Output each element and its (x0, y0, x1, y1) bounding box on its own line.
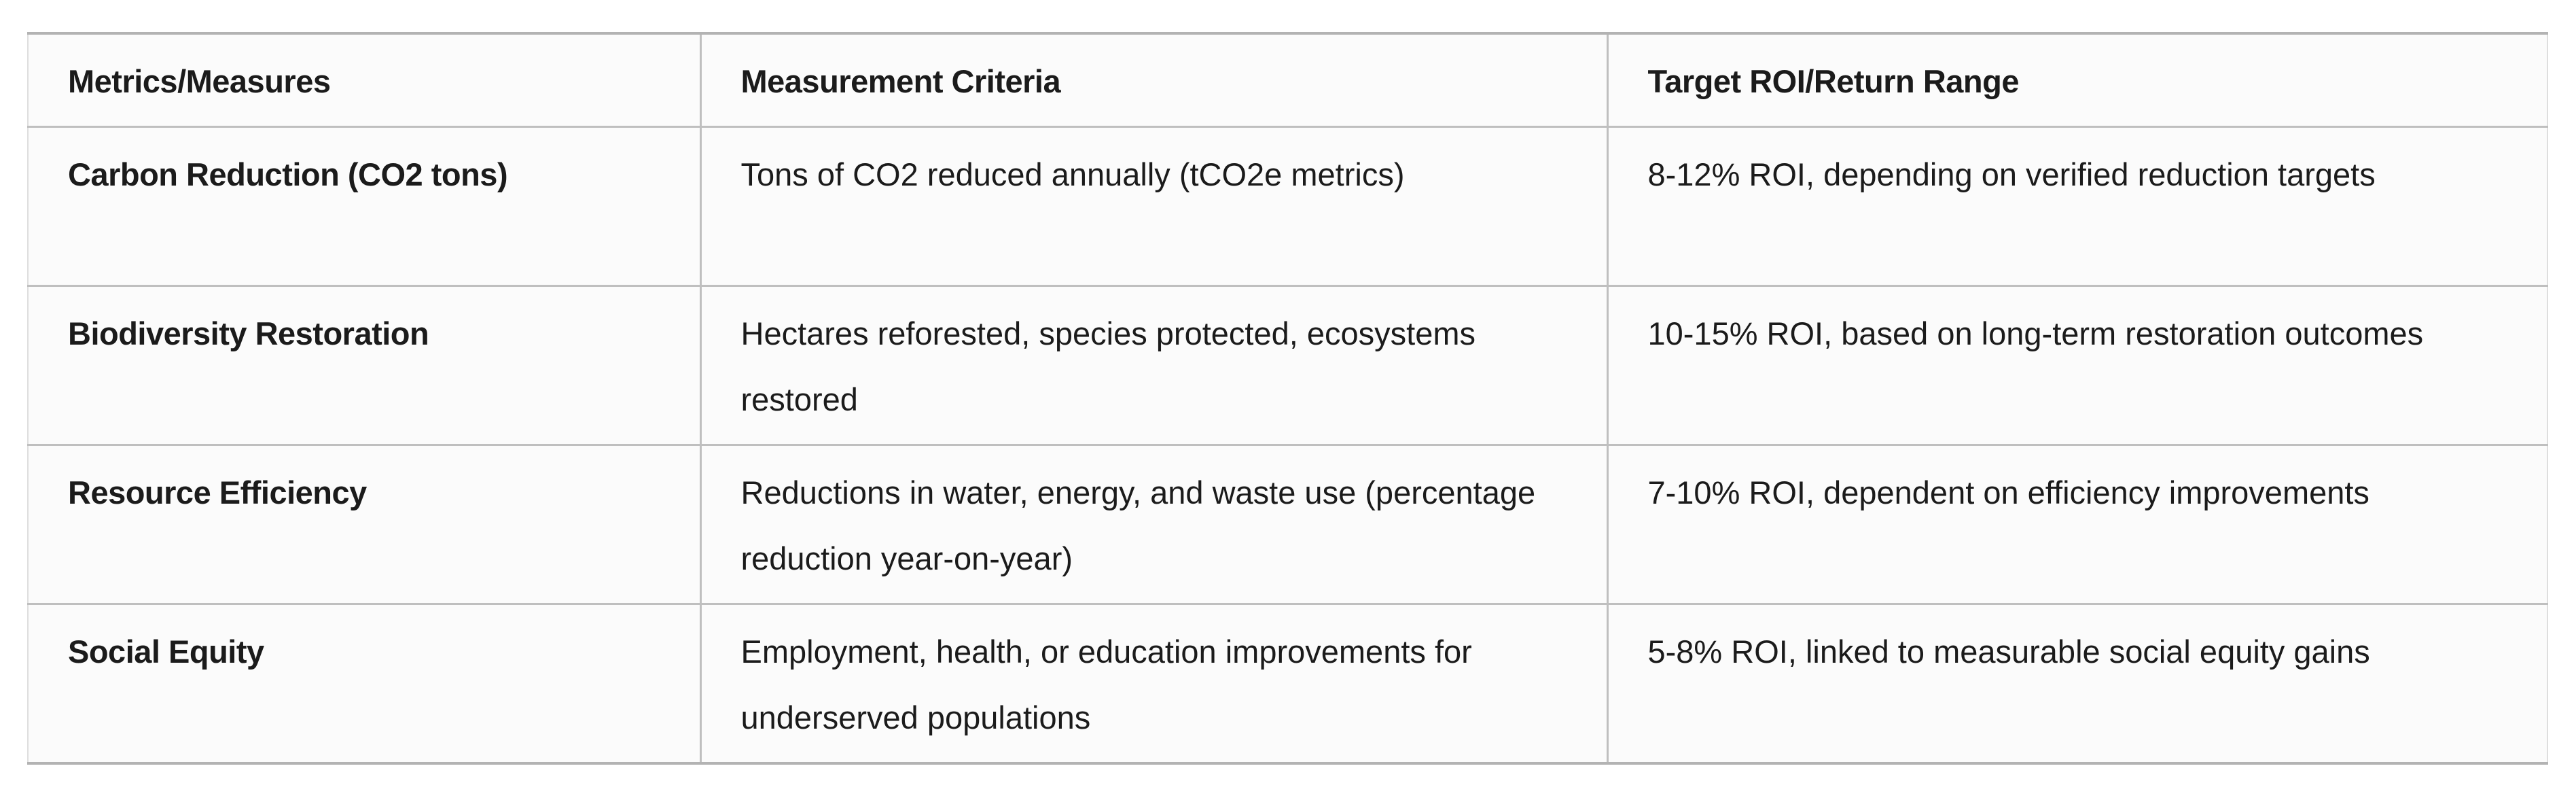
metric-cell: Carbon Reduction (CO2 tons) (27, 126, 702, 287)
metric-cell: Social Equity (27, 603, 702, 765)
roi-cell: 5-8% ROI, linked to measurable social eq… (1606, 603, 2548, 765)
metric-cell: Resource Efficiency (27, 444, 702, 605)
criteria-cell: Tons of CO2 reduced annually (tCO2e metr… (699, 126, 1609, 287)
header-row: Metrics/Measures Measurement Criteria Ta… (27, 32, 2548, 128)
criteria-cell: Hectares reforested, species protected, … (699, 285, 1609, 446)
criteria-cell: Reductions in water, energy, and waste u… (699, 444, 1609, 605)
header-cell-target-roi: Target ROI/Return Range (1606, 32, 2548, 128)
sustainability-metrics-table: Metrics/Measures Measurement Criteria Ta… (27, 32, 2548, 765)
table-row-social-equity: Social Equity Employment, health, or edu… (27, 603, 2548, 765)
table-row-resource-efficiency: Resource Efficiency Reductions in water,… (27, 444, 2548, 605)
roi-cell: 10-15% ROI, based on long-term restorati… (1606, 285, 2548, 446)
table-row-carbon-reduction: Carbon Reduction (CO2 tons) Tons of CO2 … (27, 126, 2548, 287)
table-row-biodiversity-restoration: Biodiversity Restoration Hectares refore… (27, 285, 2548, 446)
roi-cell: 7-10% ROI, dependent on efficiency impro… (1606, 444, 2548, 605)
roi-cell: 8-12% ROI, depending on verified reducti… (1606, 126, 2548, 287)
header-cell-measurement-criteria: Measurement Criteria (699, 32, 1609, 128)
header-cell-metrics: Metrics/Measures (27, 32, 702, 128)
criteria-cell: Employment, health, or education improve… (699, 603, 1609, 765)
metric-cell: Biodiversity Restoration (27, 285, 702, 446)
